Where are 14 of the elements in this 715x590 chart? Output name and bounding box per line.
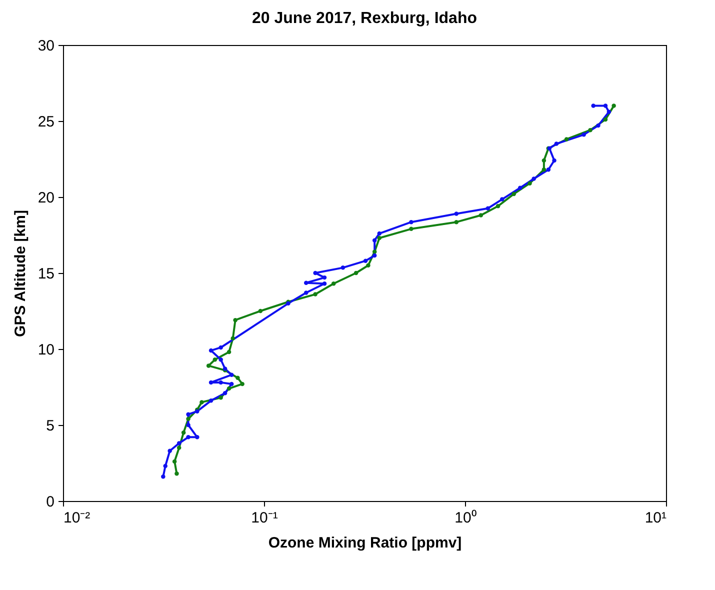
y-axis-title: GPS Altitude [km] <box>12 210 29 337</box>
y-tick-label: 30 <box>38 38 54 54</box>
y-tick-label: 20 <box>38 190 54 206</box>
y-tick-label: 15 <box>38 266 54 282</box>
y-tick-label: 10 <box>38 342 54 358</box>
x-tick-label: 10⁻¹ <box>251 510 278 526</box>
y-tick-label: 25 <box>38 114 54 130</box>
x-tick-label: 10⁻² <box>64 510 90 526</box>
chart-title: 20 June 2017, Rexburg, Idaho <box>252 10 478 27</box>
x-axis-title: Ozone Mixing Ratio [ppmv] <box>268 534 462 552</box>
y-tick-label: 0 <box>46 494 54 510</box>
x-tick-label: 10¹ <box>644 510 666 526</box>
x-tick-label: 10⁰ <box>454 510 476 526</box>
y-tick-label: 5 <box>46 418 54 434</box>
